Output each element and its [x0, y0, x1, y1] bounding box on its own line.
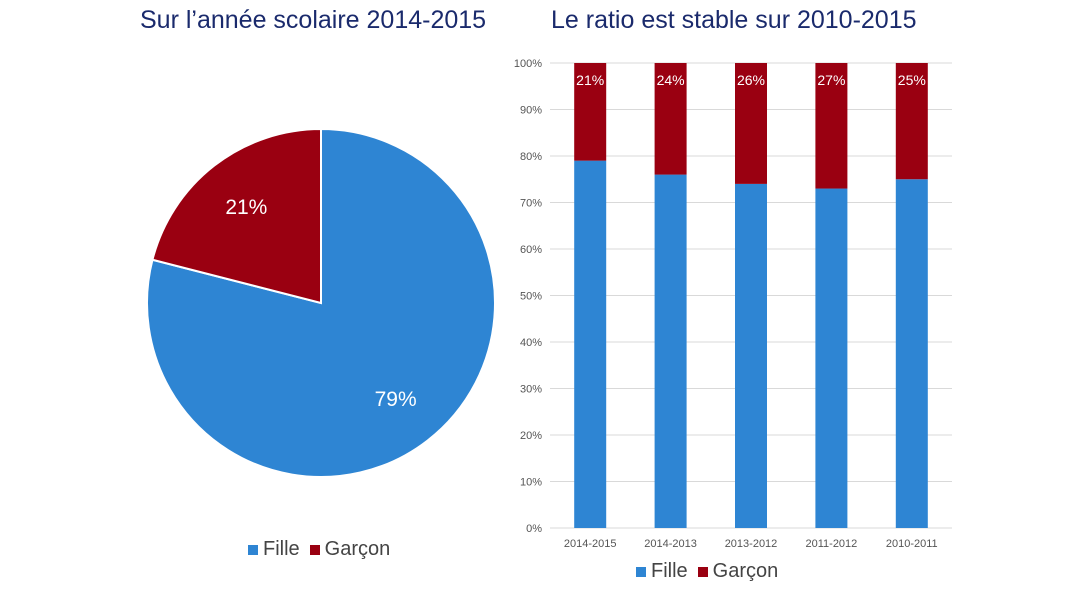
bar-segment-garcon	[815, 63, 848, 189]
bar-data-label: 24%	[657, 72, 685, 88]
pie-legend-fille-label: Fille	[263, 538, 300, 560]
bar-ytick-label: 0%	[526, 523, 542, 535]
bar-title: Le ratio est stable sur 2010-2015	[551, 6, 917, 34]
bar-segment-fille	[654, 174, 687, 528]
bar-legend-garcon: Garçon	[697, 560, 779, 583]
pie-legend-garcon-label: Garçon	[324, 538, 391, 560]
bar-segment-fille	[815, 188, 848, 529]
bar-ytick-label: 100%	[514, 58, 542, 70]
bar-legend-garcon-swatch	[697, 566, 708, 577]
bar-segment-fille	[895, 179, 928, 528]
bar-ytick-label: 50%	[520, 291, 542, 303]
bar-segment-fille	[735, 183, 767, 528]
bar-ytick-label: 40%	[520, 337, 542, 349]
bar-legend-fille: Fille	[636, 560, 688, 583]
bar-xtick-label: 2011-2012	[806, 538, 858, 550]
bar-legend-garcon-label: Garçon	[712, 560, 779, 582]
bar-xtick-label: 2010-2011	[886, 538, 938, 550]
bar-ytick-label: 80%	[520, 151, 542, 163]
bar-data-label: 26%	[737, 72, 765, 88]
bar-segment-garcon	[654, 63, 687, 175]
bar-legend: Fille Garçon	[636, 560, 788, 583]
pie-legend-garcon: Garçon	[309, 538, 391, 561]
bar-segment-garcon	[735, 63, 767, 184]
bar-legend-fille-swatch	[636, 566, 646, 577]
bar-ytick-label: 30%	[520, 384, 542, 396]
bar-segment-garcon	[574, 63, 607, 161]
pie-label-fille: 79%	[375, 388, 417, 411]
bar-ytick-label: 60%	[520, 244, 542, 256]
pie-legend-fille: Fille	[248, 538, 300, 561]
pie-slice-garcon	[151, 127, 322, 305]
pie-legend-fille-swatch	[248, 544, 258, 555]
bar-ytick-label: 70%	[520, 198, 542, 210]
bar-data-label: 25%	[898, 72, 926, 88]
pie-label-garcon: 21%	[225, 196, 267, 219]
pie-title: Sur l’année scolaire 2014-2015	[140, 6, 487, 34]
bar-segment-garcon	[895, 63, 928, 180]
bar-segment-fille	[574, 160, 607, 528]
pie-legend: Fille Garçon	[248, 538, 400, 561]
bar-ytick-label: 10%	[520, 477, 542, 489]
bar-legend-fille-label: Fille	[651, 560, 688, 582]
bar-data-label: 27%	[817, 72, 845, 88]
bar-xtick-label: 2014-2013	[644, 538, 697, 550]
bar-xtick-label: 2013-2012	[725, 538, 778, 550]
bar-xtick-label: 2014-2015	[564, 538, 617, 550]
bar-data-label: 21%	[576, 72, 604, 88]
bar-ytick-label: 90%	[520, 105, 542, 117]
bar-ytick-label: 20%	[520, 430, 542, 442]
pie-legend-garcon-swatch	[309, 544, 320, 555]
